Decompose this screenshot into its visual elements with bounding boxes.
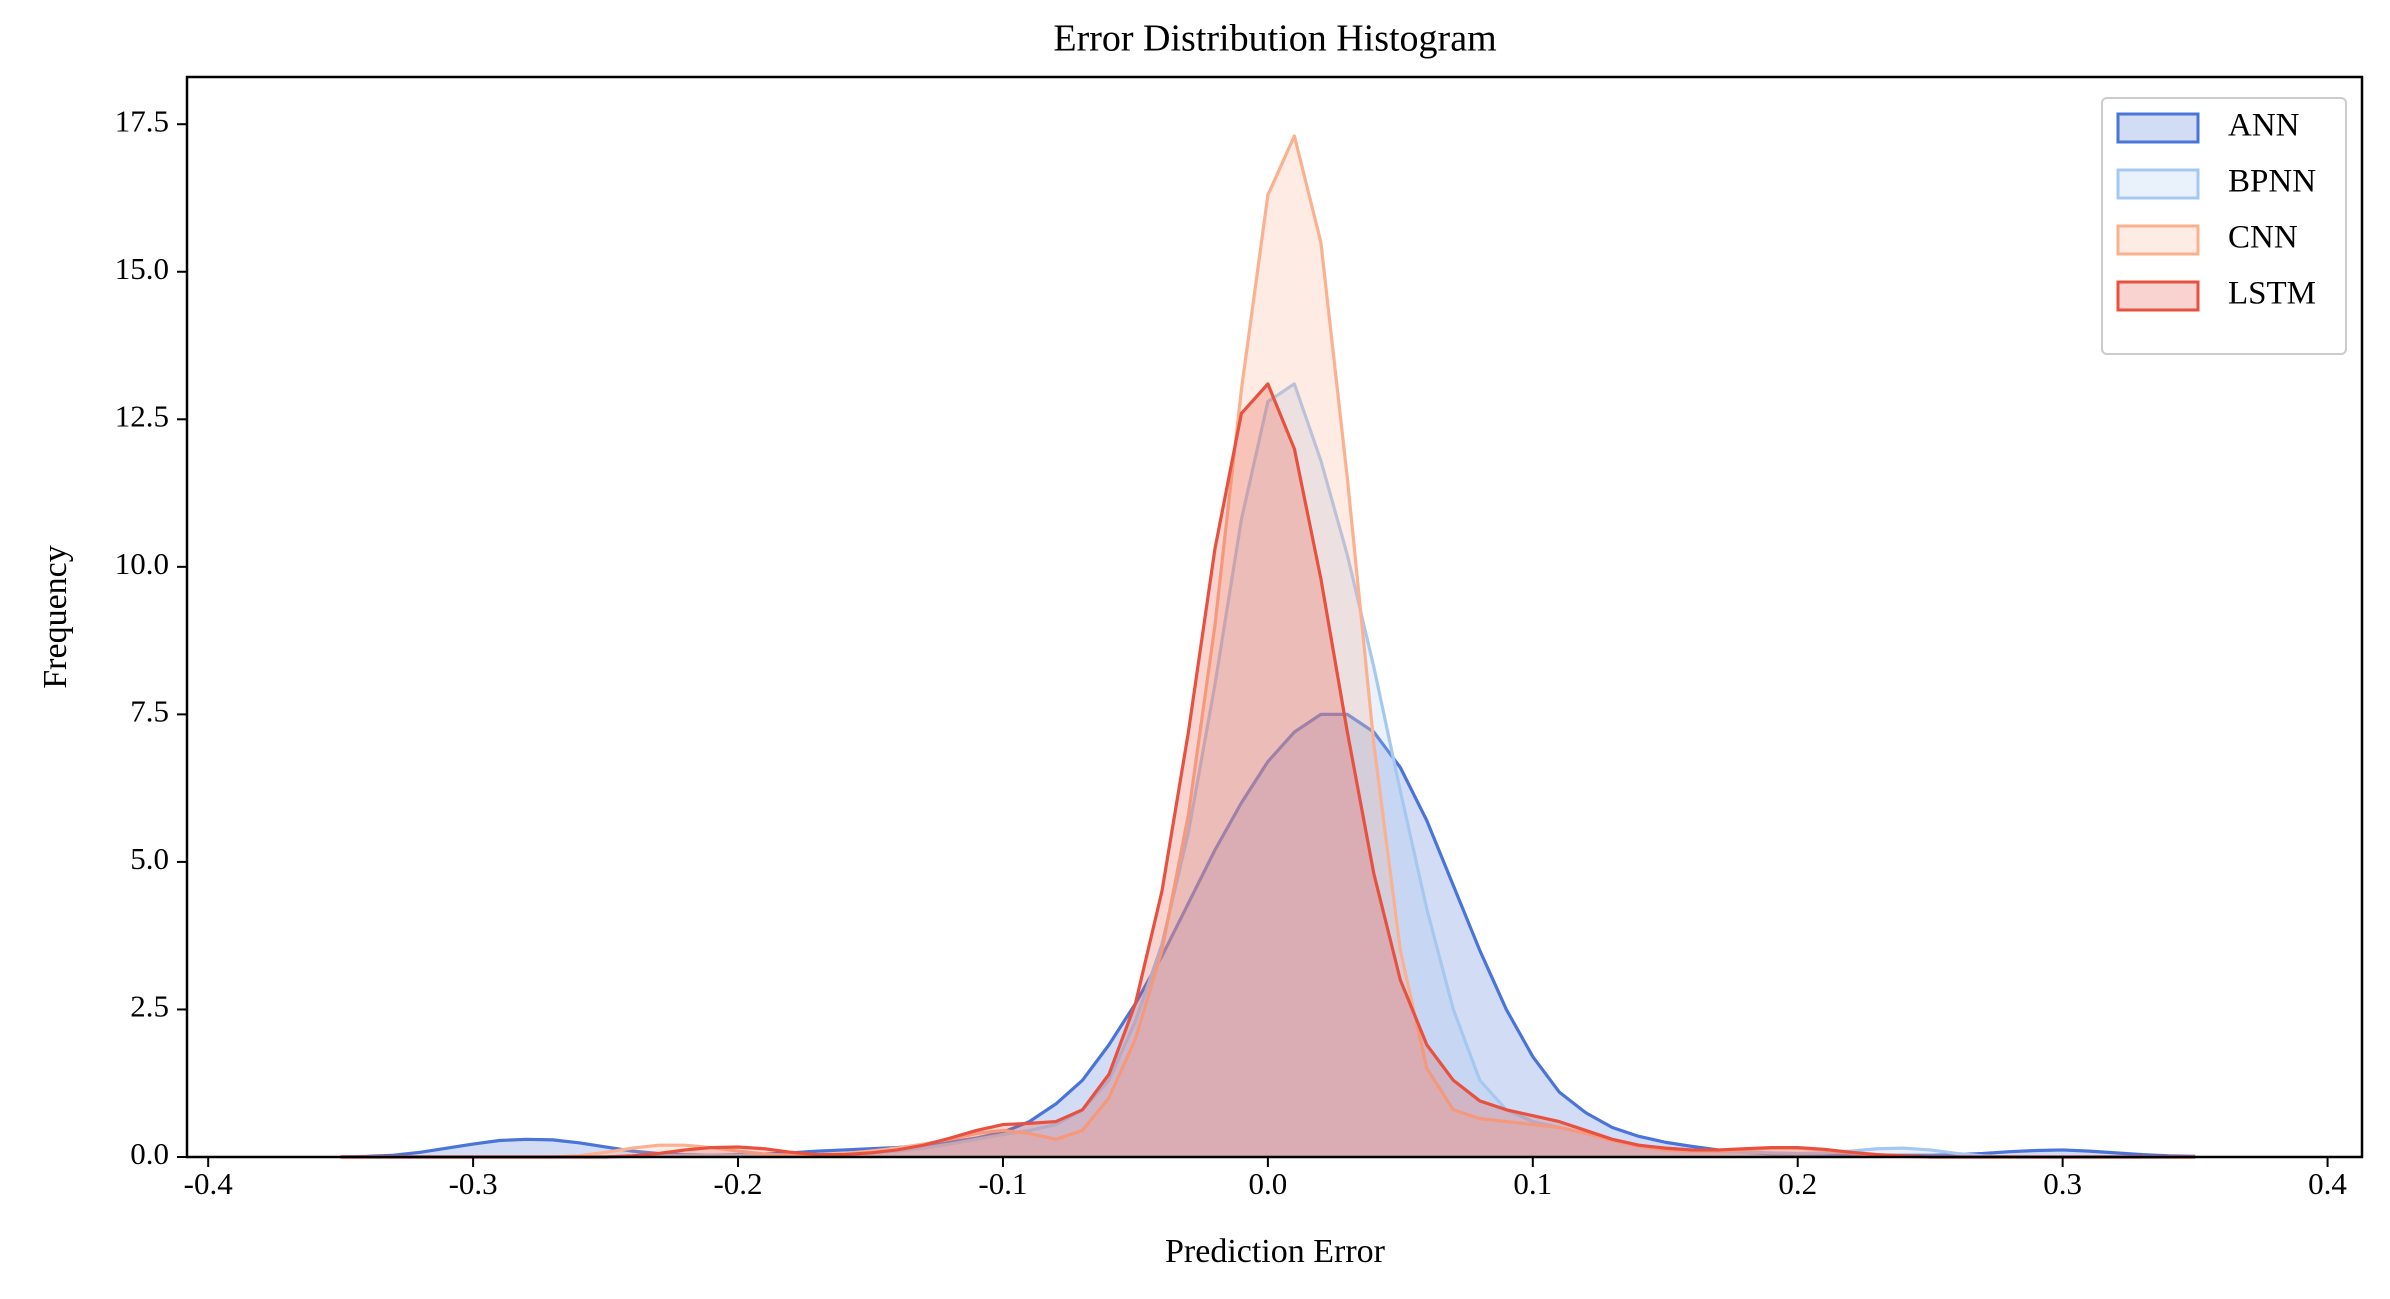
y-tick-label: 7.5 bbox=[130, 693, 169, 728]
legend-label: LSTM bbox=[2228, 276, 2316, 312]
density-area bbox=[340, 383, 2196, 1157]
x-axis-label: Prediction Error bbox=[1165, 1233, 1386, 1270]
x-tick-label: 0.2 bbox=[1778, 1166, 1817, 1201]
y-tick-label: 17.5 bbox=[115, 103, 169, 138]
legend-swatch bbox=[2116, 280, 2200, 312]
y-tick-label: 15.0 bbox=[115, 251, 169, 286]
x-tick-label: -0.2 bbox=[713, 1166, 762, 1201]
legend-label: ANN bbox=[2228, 108, 2300, 144]
y-tick-label: 10.0 bbox=[115, 546, 169, 581]
x-tick-label: 0.3 bbox=[2043, 1166, 2082, 1201]
x-tick-label: -0.4 bbox=[184, 1166, 234, 1201]
density-area bbox=[340, 383, 2196, 1157]
y-axis-label: Frequency bbox=[37, 545, 74, 689]
y-tick-label: 0.0 bbox=[130, 1136, 169, 1171]
x-tick-label: 0.4 bbox=[2308, 1166, 2347, 1201]
y-tick-label: 2.5 bbox=[130, 989, 169, 1024]
y-tick-label: 12.5 bbox=[115, 398, 169, 433]
x-tick-label: 0.1 bbox=[1513, 1166, 1552, 1201]
legend-frame bbox=[2101, 97, 2347, 355]
density-area bbox=[340, 136, 2196, 1157]
legend-swatch bbox=[2116, 224, 2200, 256]
legend-swatch bbox=[2116, 168, 2200, 200]
legend-label: CNN bbox=[2228, 220, 2298, 256]
legend-swatch bbox=[2116, 112, 2200, 144]
x-tick-label: -0.1 bbox=[978, 1166, 1027, 1201]
density-area bbox=[340, 714, 2196, 1157]
y-tick-label: 5.0 bbox=[130, 841, 169, 876]
density-line bbox=[340, 382, 2196, 1159]
legend-label: BPNN bbox=[2228, 164, 2316, 200]
x-tick-label: -0.3 bbox=[449, 1166, 498, 1201]
x-tick-label: 0.0 bbox=[1249, 1166, 1288, 1201]
plot-frame bbox=[185, 75, 2364, 1159]
chart-title: Error Distribution Histogram bbox=[1053, 18, 1496, 60]
